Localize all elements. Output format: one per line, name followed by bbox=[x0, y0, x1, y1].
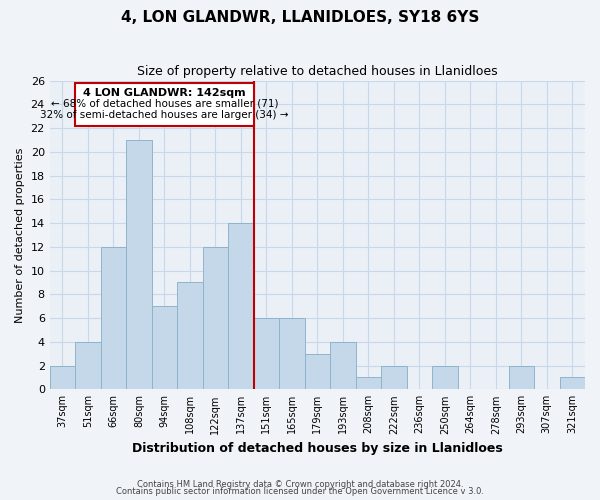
Bar bbox=[228, 223, 254, 390]
Bar bbox=[509, 366, 534, 390]
Bar bbox=[126, 140, 152, 390]
Bar bbox=[254, 318, 279, 390]
Bar bbox=[356, 378, 381, 390]
FancyBboxPatch shape bbox=[75, 83, 254, 126]
Bar bbox=[432, 366, 458, 390]
Bar bbox=[305, 354, 330, 390]
Text: 32% of semi-detached houses are larger (34) →: 32% of semi-detached houses are larger (… bbox=[40, 110, 289, 120]
Bar bbox=[330, 342, 356, 390]
Text: 4 LON GLANDWR: 142sqm: 4 LON GLANDWR: 142sqm bbox=[83, 88, 245, 98]
Bar bbox=[152, 306, 177, 390]
X-axis label: Distribution of detached houses by size in Llanidloes: Distribution of detached houses by size … bbox=[132, 442, 503, 455]
Bar bbox=[560, 378, 585, 390]
Bar bbox=[50, 366, 75, 390]
Text: Contains public sector information licensed under the Open Government Licence v : Contains public sector information licen… bbox=[116, 487, 484, 496]
Text: 4, LON GLANDWR, LLANIDLOES, SY18 6YS: 4, LON GLANDWR, LLANIDLOES, SY18 6YS bbox=[121, 10, 479, 25]
Bar bbox=[279, 318, 305, 390]
Text: Contains HM Land Registry data © Crown copyright and database right 2024.: Contains HM Land Registry data © Crown c… bbox=[137, 480, 463, 489]
Bar bbox=[75, 342, 101, 390]
Title: Size of property relative to detached houses in Llanidloes: Size of property relative to detached ho… bbox=[137, 65, 497, 78]
Y-axis label: Number of detached properties: Number of detached properties bbox=[15, 147, 25, 322]
Bar bbox=[101, 247, 126, 390]
Bar bbox=[381, 366, 407, 390]
Text: ← 68% of detached houses are smaller (71): ← 68% of detached houses are smaller (71… bbox=[50, 98, 278, 108]
Bar bbox=[177, 282, 203, 390]
Bar bbox=[203, 247, 228, 390]
